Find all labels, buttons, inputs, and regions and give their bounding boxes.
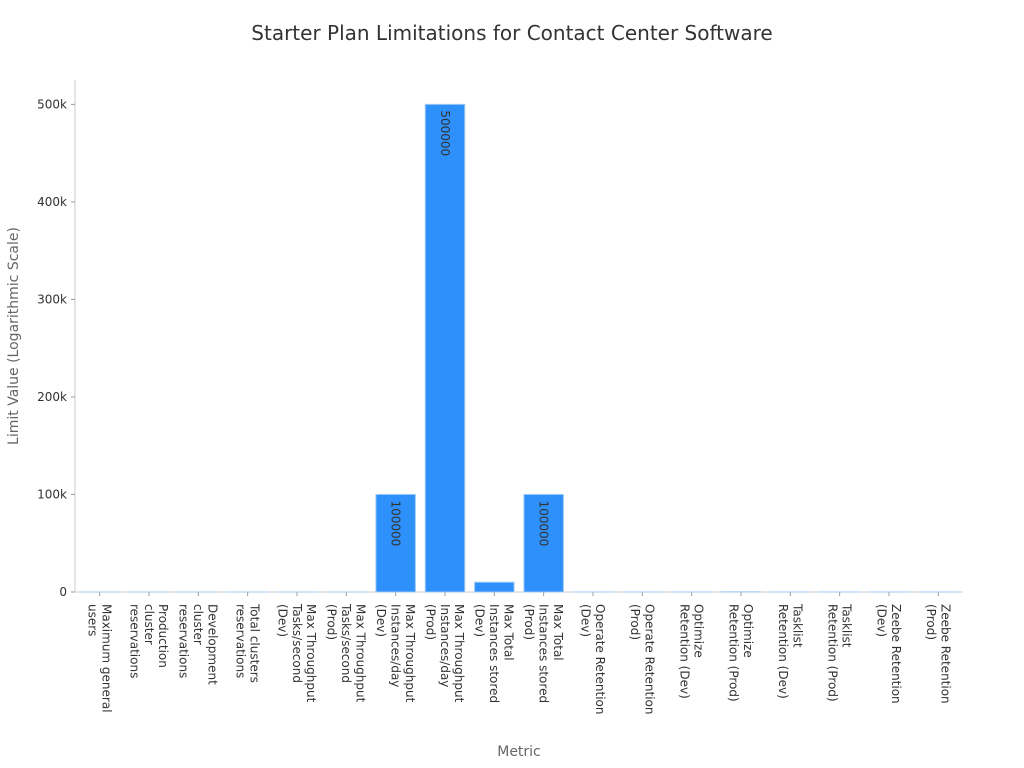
chart-title: Starter Plan Limitations for Contact Cen… [251,21,772,45]
x-tick-label: Max ThroughputTasks/second(Prod) [325,603,368,703]
y-tick-label: 300k [37,292,67,306]
y-tick-label: 0 [59,585,67,599]
x-tick-label: Max ThroughputTasks/second(Dev) [275,603,318,703]
x-tick-label: Operate Retention(Prod) [628,604,656,715]
bar [523,493,564,593]
x-tick-label: Zeebe Retention(Dev) [875,604,903,704]
value-label: 100000 [389,500,403,546]
x-tick-label: TasklistRetention (Prod) [825,603,853,702]
x-tick-label: TasklistRetention (Dev) [776,603,804,699]
x-tick-label: OptimizeRetention (Dev) [677,604,705,699]
value-label: 100000 [537,500,551,546]
x-tick-label: Max TotalInstances stored(Dev) [473,604,516,703]
x-tick-label: Max TotalInstances stored(Prod) [522,604,565,703]
y-tick-label: 400k [37,195,67,209]
x-tick-label: Productionclusterreservations [127,604,170,678]
x-axis-label: Metric [497,744,541,760]
bar [424,103,466,593]
x-tick-label: Total clustersreservations [233,603,261,683]
y-tick-label: 100k [37,487,67,501]
x-tick-label: Max ThroughputInstances/day(Dev) [374,604,417,703]
x-tick-label: Max ThroughputInstances/day(Prod) [423,604,466,703]
x-tick-label: Operate Retention(Dev) [579,604,607,715]
x-tick-label: Zeebe Retention(Prod) [924,604,952,704]
bar [474,581,515,593]
value-label: 500000 [438,110,452,156]
y-tick-label: 200k [37,390,67,404]
bar [375,493,416,593]
x-tick-label: Maximum generalusers [85,604,113,713]
y-axis-label: Limit Value (Logarithmic Scale) [6,227,22,445]
x-tick-label: Developmentclusterreservations [177,604,220,685]
y-tick-label: 500k [37,97,67,111]
x-tick-label: OptimizeRetention (Prod) [727,604,755,702]
